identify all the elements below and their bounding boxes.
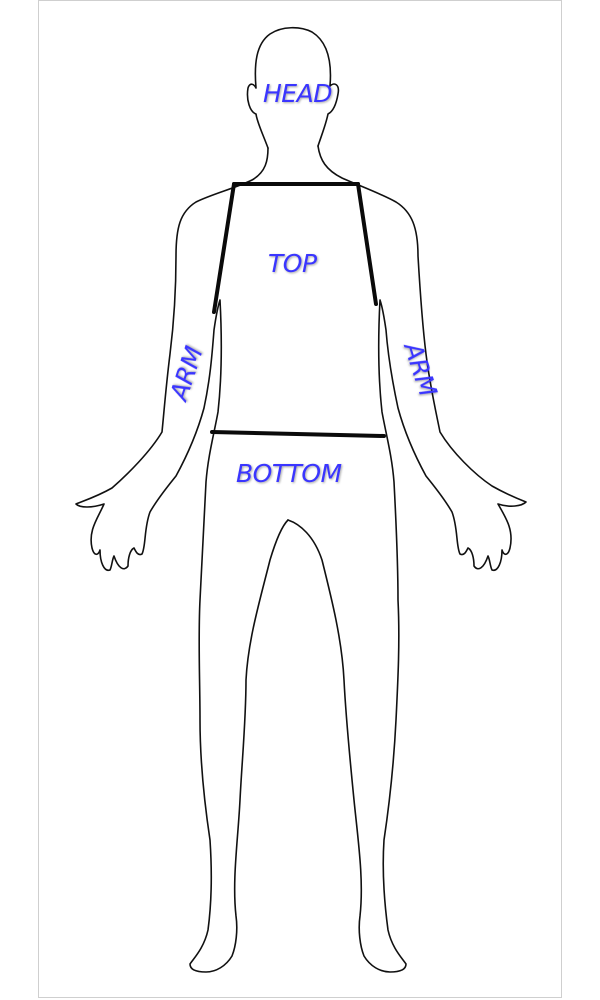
torso-left-line <box>212 182 236 314</box>
label-top: TOP <box>268 249 318 278</box>
label-head: HEAD <box>263 79 332 108</box>
label-arm-right: ARM <box>398 337 443 400</box>
right-body-outline <box>287 145 527 973</box>
torso-right-line <box>356 182 378 306</box>
left-body-outline <box>75 147 289 973</box>
head-outline <box>246 26 340 149</box>
figure-frame <box>38 0 562 998</box>
waist-line <box>210 430 386 438</box>
label-bottom: BOTTOM <box>236 459 342 488</box>
